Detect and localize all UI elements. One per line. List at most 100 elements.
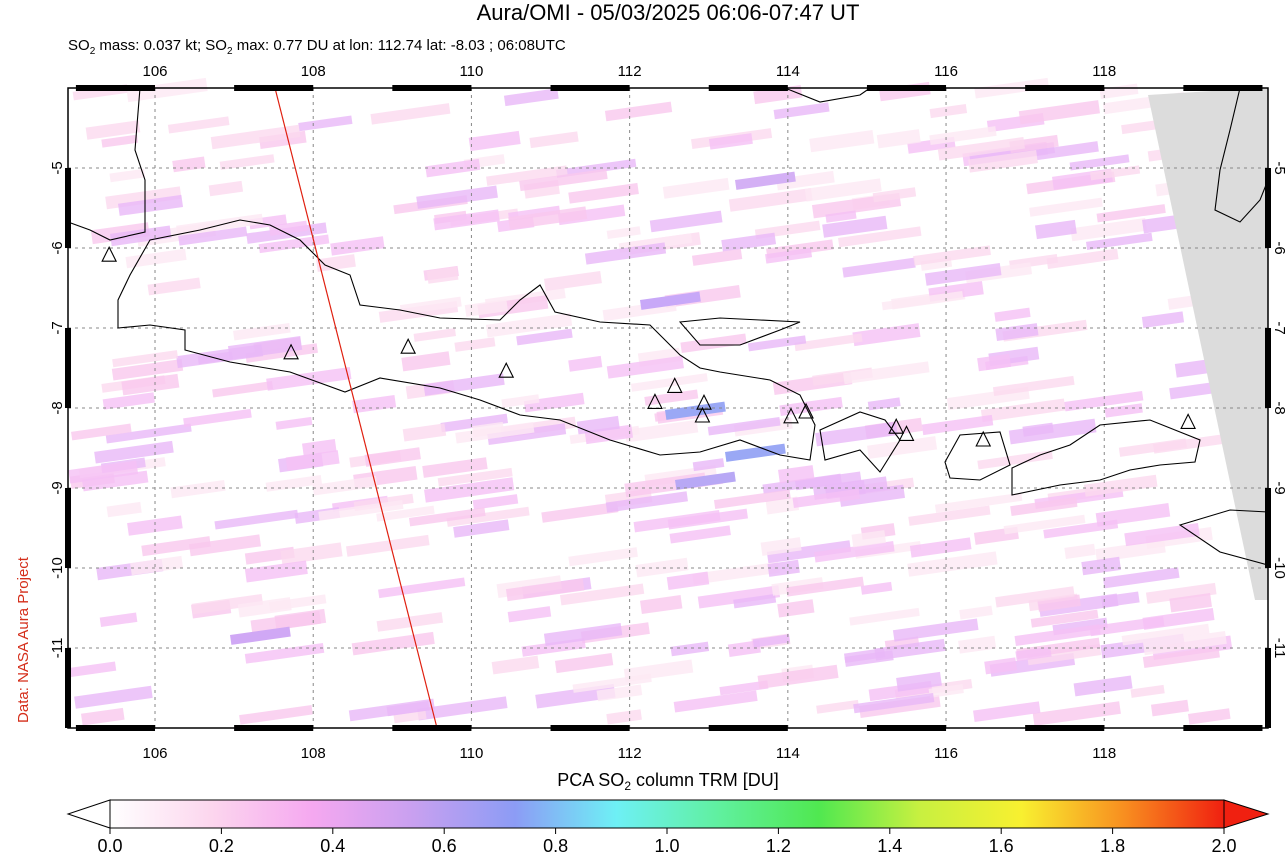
retrieval-pixel [757, 664, 839, 689]
retrieval-pixel [214, 509, 299, 530]
retrieval-pixel [907, 551, 998, 577]
retrieval-pixel [1104, 403, 1143, 418]
lat-tick-label: -6 [1271, 241, 1288, 254]
retrieval-pixel [554, 652, 614, 674]
retrieval-pixel [126, 77, 208, 103]
volcano-marker [694, 406, 711, 423]
frame-bars [65, 85, 1271, 731]
retrieval-pixel [776, 170, 835, 191]
volcano-marker [888, 417, 905, 434]
colorbar-tick-label: 1.4 [877, 836, 902, 855]
retrieval-pixel [606, 709, 642, 725]
retrieval-pixel [934, 492, 1023, 513]
retrieval-pixel [505, 578, 585, 602]
retrieval-pixel [670, 641, 710, 657]
retrieval-pixel [127, 515, 183, 536]
retrieval-pixel [852, 323, 921, 347]
retrieval-pixel [102, 392, 155, 410]
retrieval-pixel [535, 683, 616, 709]
retrieval-pixel [210, 124, 301, 150]
retrieval-pixel [501, 394, 540, 408]
retrieval-pixel [913, 245, 991, 266]
retrieval-pixel [544, 270, 602, 292]
retrieval-pixel [937, 136, 1025, 161]
colorbar-label: PCA SO2 column TRM [DU] [557, 770, 778, 793]
retrieval-pixel [825, 210, 857, 223]
lon-tick-label: 116 [934, 745, 958, 762]
coastline-lombok [944, 431, 1011, 481]
retrieval-pixel [541, 501, 619, 523]
colorbar-tick-label: 1.8 [1100, 836, 1125, 855]
frame-bar [866, 725, 947, 731]
retrieval-pixel [440, 413, 508, 433]
coastline-sumbawa [1011, 419, 1201, 496]
retrieval-pixel [667, 508, 748, 530]
retrieval-pixel [178, 226, 248, 246]
retrieval-pixel [239, 705, 313, 725]
retrieval-pixel [816, 699, 860, 714]
retrieval-pixel [1130, 684, 1165, 698]
lat-tick-label: -7 [1271, 321, 1288, 334]
retrieval-pixel [1142, 608, 1215, 630]
retrieval-pixel [909, 537, 972, 558]
retrieval-pixel [399, 296, 462, 315]
retrieval-pixel [929, 103, 968, 119]
retrieval-pixel [248, 214, 288, 230]
retrieval-pixel [106, 501, 142, 518]
retrieval-pixel [977, 450, 1053, 470]
map: 106 106 108 108 110 110 112 112 114 114 116 116 118 1… [49, 63, 1288, 762]
retrieval-pixel [364, 447, 421, 467]
frame-bar [65, 648, 71, 728]
frame-bar [65, 168, 71, 248]
retrieval-pixel [1102, 567, 1180, 589]
retrieval-pixel [995, 586, 1075, 608]
retrieval-pixel [1118, 438, 1187, 457]
retrieval-pixel [1018, 100, 1100, 125]
retrieval-pixel [713, 489, 791, 510]
retrieval-pixel [393, 710, 427, 724]
frame-bar [75, 85, 156, 91]
retrieval-pixel [543, 622, 623, 647]
retrieval-pixel [401, 351, 451, 372]
volcano-marker [498, 361, 515, 378]
retrieval-pixel [170, 480, 226, 499]
frame-bar [550, 725, 630, 731]
retrieval-pixel [958, 635, 997, 654]
retrieval-pixel [640, 291, 701, 310]
retrieval-pixel [804, 178, 882, 202]
lat-tick-label: -11 [1271, 638, 1288, 659]
retrieval-pixel [733, 593, 777, 609]
retrieval-pixel [1010, 496, 1078, 517]
retrieval-pixel [1037, 594, 1081, 612]
retrieval-pixel [472, 494, 519, 510]
retrieval-pixel [130, 555, 184, 576]
retrieval-pixel [74, 685, 153, 709]
frame-bar [234, 725, 314, 731]
retrieval-pixel [977, 353, 1012, 372]
retrieval-pixel [1030, 609, 1099, 628]
retrieval-pixel [892, 618, 979, 642]
retrieval-pixel [453, 519, 510, 538]
tick-labels: 106 106 108 108 110 110 112 112 114 114 116 116 118 1… [49, 63, 1288, 762]
lat-tick-label: -7 [49, 321, 66, 334]
frame-bar [1265, 488, 1271, 568]
volcano-marker [647, 393, 663, 409]
retrieval-pixel [464, 299, 508, 317]
retrieval-pixel [1083, 474, 1158, 497]
lat-tick-label: -5 [1271, 161, 1288, 174]
retrieval-pixel [1169, 593, 1212, 613]
colorbar-label-part: column TRM [DU] [631, 770, 779, 790]
retrieval-pixel [94, 440, 174, 464]
retrieval-pixel [1003, 514, 1086, 535]
retrieval-pixel [815, 421, 898, 447]
colorbar-tick-label: 1.0 [654, 836, 679, 855]
retrieval-pixel [117, 194, 184, 216]
retrieval-pixel [734, 171, 796, 190]
retrieval-pixel [1145, 582, 1217, 604]
retrieval-pixel [1064, 543, 1096, 559]
lon-tick-label: 108 [301, 63, 326, 80]
retrieval-pixel [719, 680, 769, 696]
retrieval-pixel [1069, 154, 1130, 171]
retrieval-pixel [1150, 699, 1189, 717]
retrieval-pixel [508, 206, 588, 230]
